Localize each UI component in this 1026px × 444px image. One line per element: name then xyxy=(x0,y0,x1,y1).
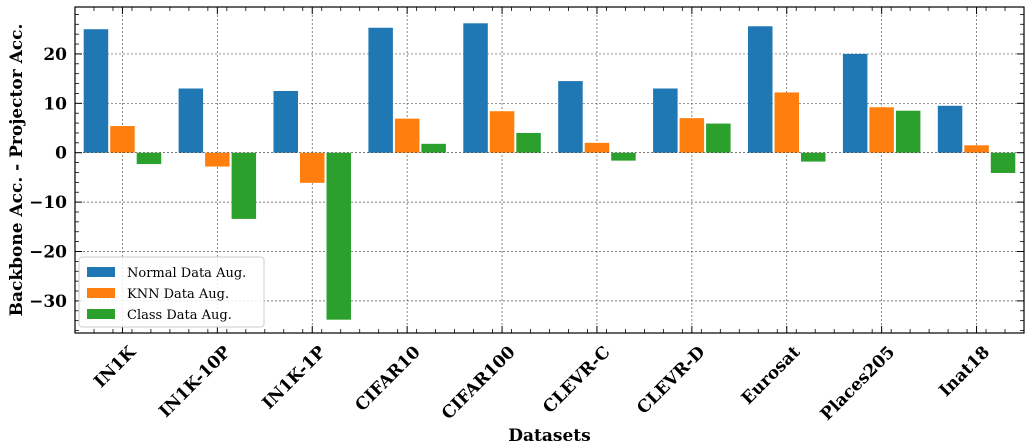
bar xyxy=(748,26,773,153)
bar xyxy=(368,27,393,153)
x-tick-label: Inat18 xyxy=(936,342,995,401)
x-axis-title: Datasets xyxy=(508,426,590,444)
bar xyxy=(205,152,230,167)
x-tick-label: CLEVR-C xyxy=(539,342,614,417)
bar xyxy=(964,145,989,153)
legend-label: Normal Data Aug. xyxy=(127,266,246,281)
bar xyxy=(83,29,109,153)
legend-box xyxy=(78,256,265,328)
x-tick-label: IN1K-1P xyxy=(259,342,330,413)
bar xyxy=(706,123,731,153)
bar xyxy=(110,126,135,153)
y-tick-label: −10 xyxy=(29,193,67,213)
y-axis-ticks: −30 −20 −10 0 10 20 xyxy=(29,14,1024,331)
x-tick-label: IN1K-10P xyxy=(155,342,235,422)
bar xyxy=(489,111,515,153)
bar xyxy=(463,23,488,153)
legend-swatch xyxy=(87,309,115,319)
bar xyxy=(516,132,541,153)
bar xyxy=(300,152,325,183)
bar xyxy=(774,92,799,153)
x-tick-label: CLEVR-D xyxy=(633,342,709,418)
bar xyxy=(421,143,446,153)
bar xyxy=(326,152,351,320)
y-tick-label: 10 xyxy=(43,94,67,114)
x-tick-label: CIFAR10 xyxy=(351,342,424,415)
bars xyxy=(83,23,1016,320)
x-tick-label: Eurosat xyxy=(738,342,805,409)
bar xyxy=(801,152,826,162)
bar xyxy=(273,90,298,153)
legend-label: Class Data Aug. xyxy=(127,308,232,323)
bar xyxy=(136,152,162,165)
bar xyxy=(869,107,894,153)
bar xyxy=(653,88,678,153)
bar xyxy=(584,142,610,153)
bar xyxy=(842,53,868,153)
bar xyxy=(394,118,420,153)
bar xyxy=(178,88,204,153)
y-tick-label: −20 xyxy=(29,243,67,263)
y-axis-title: Backbone Acc. - Projector Acc. xyxy=(7,24,27,317)
y-tick-label: 20 xyxy=(43,45,67,65)
y-tick-label: −30 xyxy=(29,292,67,312)
bar xyxy=(231,152,257,219)
legend-label: KNN Data Aug. xyxy=(127,287,229,302)
bar xyxy=(990,152,1016,173)
legend: Normal Data Aug. KNN Data Aug. Class Data … xyxy=(78,256,265,328)
bar xyxy=(937,105,963,153)
legend-swatch xyxy=(87,288,115,298)
bar xyxy=(558,81,583,153)
legend-swatch xyxy=(87,267,115,277)
y-tick-label: 0 xyxy=(55,144,67,164)
bar xyxy=(679,118,705,153)
bar xyxy=(895,110,921,153)
x-tick-label: IN1K xyxy=(90,342,140,392)
x-tick-label: CIFAR100 xyxy=(438,342,520,424)
bar xyxy=(611,152,636,161)
x-tick-label: Places205 xyxy=(817,342,899,424)
